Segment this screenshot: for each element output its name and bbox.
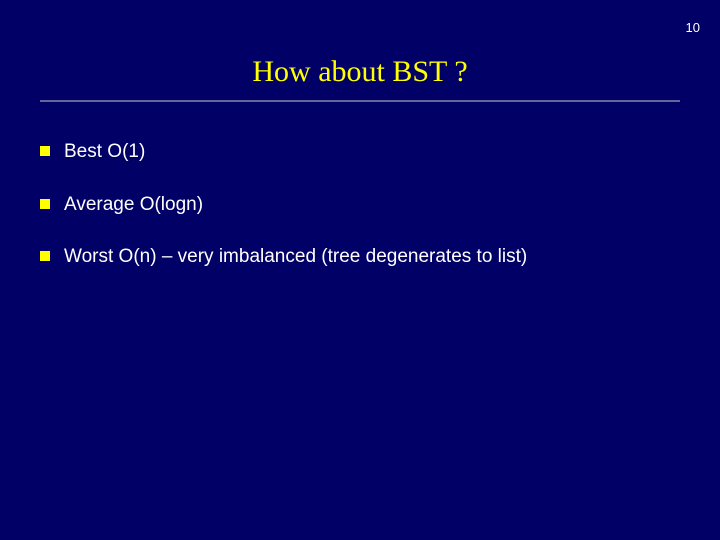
list-item: Worst O(n) – very imbalanced (tree degen… (40, 245, 680, 270)
bullet-icon (40, 251, 50, 261)
list-item: Average O(logn) (40, 193, 680, 218)
list-item: Best O(1) (40, 140, 680, 165)
slide-title: How about BST ? (0, 55, 720, 89)
bullet-text: Best O(1) (64, 140, 145, 165)
slide-content: Best O(1) Average O(logn) Worst O(n) – v… (40, 140, 680, 298)
bullet-icon (40, 146, 50, 156)
bullet-icon (40, 199, 50, 209)
bullet-text: Worst O(n) – very imbalanced (tree degen… (64, 245, 527, 270)
page-number: 10 (686, 20, 700, 35)
bullet-text: Average O(logn) (64, 193, 203, 218)
title-divider (40, 100, 680, 102)
